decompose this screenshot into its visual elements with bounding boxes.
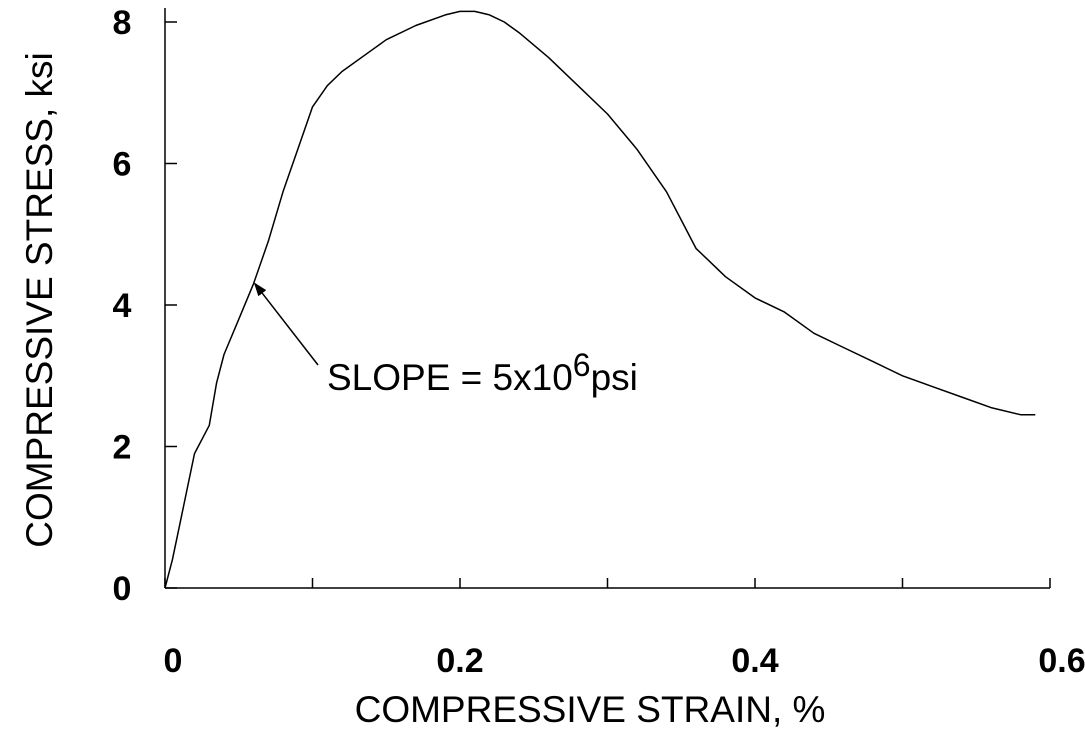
y-tick-label: 2 <box>113 429 132 467</box>
y-tick-label: 8 <box>113 4 132 42</box>
y-axis-title: COMPRESSIVE STRESS, ksi <box>19 52 60 548</box>
slope-annotation-exponent: 6 <box>573 347 591 383</box>
slope-annotation-main: SLOPE = 5x10 <box>327 357 573 398</box>
y-tick-label: 0 <box>113 570 132 608</box>
y-tick-label: 6 <box>113 146 132 184</box>
slope-annotation-text: SLOPE = 5x106psi <box>327 347 638 398</box>
x-tick-label: 0 <box>164 642 183 680</box>
y-ticks: 0 2 4 6 8 <box>113 4 177 608</box>
y-tick-label: 4 <box>113 287 132 325</box>
series-group <box>164 10 1036 589</box>
x-tick-label: 0.4 <box>731 642 778 680</box>
x-tick-label: 0.6 <box>1038 642 1085 680</box>
series-line <box>164 10 1036 589</box>
x-tick-label: 0.2 <box>436 642 483 680</box>
slope-arrow <box>253 282 319 366</box>
axes <box>164 8 1050 589</box>
x-ticks: 0 0.2 0.4 0.6 <box>164 578 1085 680</box>
x-axis-title: COMPRESSIVE STRAIN, % <box>355 689 826 730</box>
slope-annotation: SLOPE = 5x106psi <box>253 282 638 398</box>
slope-annotation-unit: psi <box>591 357 638 398</box>
